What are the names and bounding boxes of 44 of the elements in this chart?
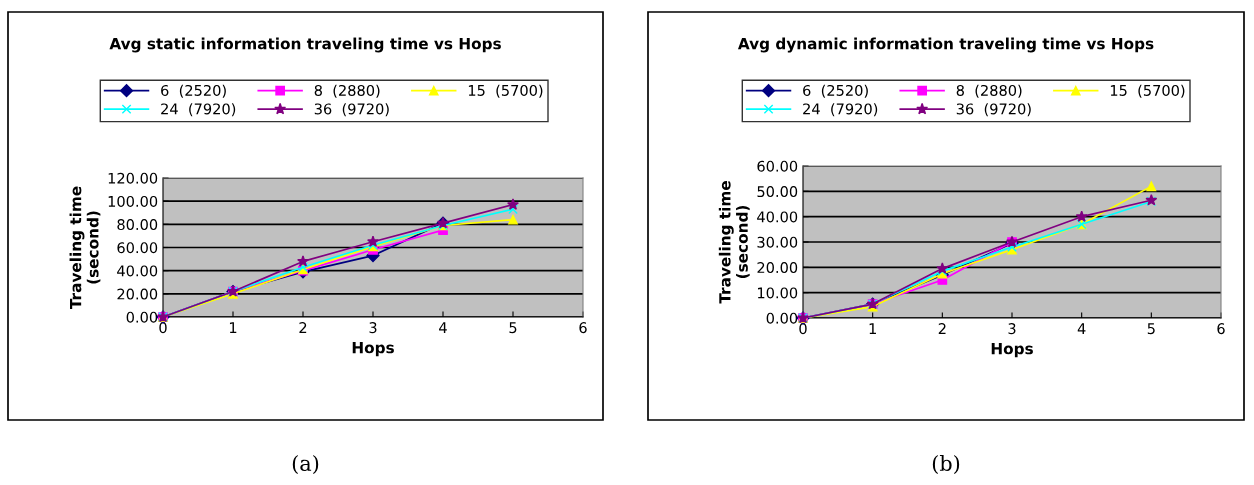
chart-title: Avg dynamic information traveling time vs Hops	[737, 37, 1154, 53]
y-tick-label: 20.00	[757, 262, 798, 274]
x-tick-label: 5	[509, 322, 517, 334]
y-tick-label: 40.00	[757, 211, 798, 223]
legend-label: 36 (9720)	[956, 103, 1031, 117]
y-tick-label: 10.00	[757, 287, 798, 299]
y-tick-label: 30.00	[757, 236, 798, 248]
y-tick-label: 80.00	[117, 219, 158, 231]
legend-label: 36 (9720)	[314, 103, 389, 117]
x-tick-label: 3	[1008, 323, 1016, 335]
chart-title: Avg static information traveling time vs Hops	[109, 37, 501, 53]
y-tick-label: 20.00	[117, 288, 158, 300]
x-tick-label: 1	[229, 322, 237, 333]
x-tick-label: 1	[869, 323, 876, 334]
legend-label: 8 (2880)	[956, 84, 1022, 98]
x-tick-label: 4	[439, 322, 447, 333]
x-tick-label: 4	[1077, 323, 1086, 334]
y-tick-label: 0.00	[126, 311, 158, 323]
legend-label: 15 (5700)	[1110, 84, 1185, 98]
y-tick-label: 50.00	[757, 186, 798, 198]
x-tick-label: 2	[938, 323, 946, 334]
y-axis-title: Traveling time (second)	[69, 186, 101, 310]
legend-label: 8 (2880)	[314, 84, 380, 98]
y-tick-label: 120.00	[108, 172, 158, 184]
legend-label: 6 (2520)	[803, 84, 868, 98]
y-axis-title: Traveling time (second)	[718, 181, 750, 304]
y-tick-label: 60.00	[757, 160, 798, 172]
x-tick-label: 2	[299, 322, 307, 333]
x-tick-label: 6	[1217, 323, 1225, 335]
x-axis-title: Hops	[352, 342, 394, 357]
y-tick-label: 100.00	[108, 195, 158, 207]
y-tick-label: 60.00	[117, 242, 158, 254]
x-tick-label: 3	[369, 322, 377, 334]
x-tick-label: 5	[1147, 323, 1155, 335]
y-tick-label: 40.00	[117, 265, 158, 277]
x-axis-title: Hops	[991, 343, 1033, 358]
x-tick-label: 6	[579, 322, 587, 334]
text: (a)	[292, 454, 319, 474]
legend-label: 24 (7920)	[161, 103, 236, 117]
y-tick-label: 0.00	[766, 312, 798, 324]
legend-label: 24 (7920)	[803, 103, 878, 117]
legend-label: 15 (5700)	[468, 84, 543, 98]
text: (b)	[932, 454, 960, 474]
legend-label: 6 (2520)	[161, 84, 226, 98]
